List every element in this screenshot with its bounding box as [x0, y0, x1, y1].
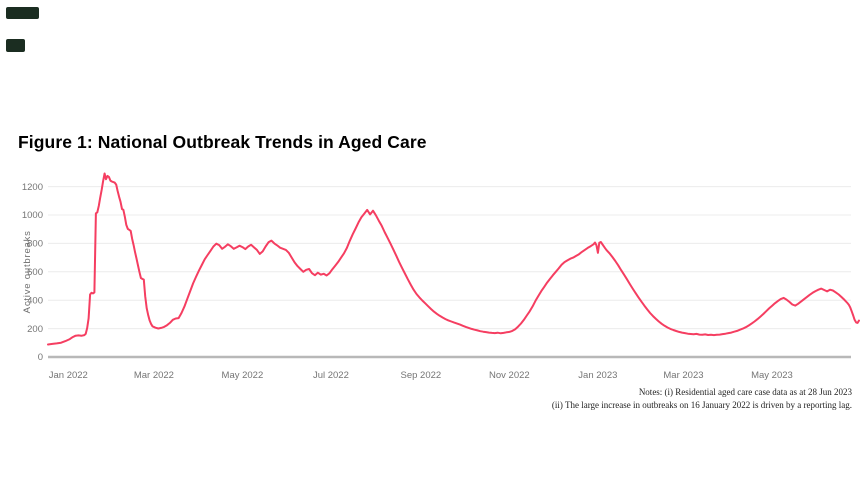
- y-axis-tick-labels: 0 200 400 600 800 1000 1200: [22, 182, 43, 363]
- svg-text:Jan 2023: Jan 2023: [578, 370, 617, 381]
- svg-text:May 2022: May 2022: [222, 370, 264, 381]
- figure-title: Figure 1: National Outbreak Trends in Ag…: [18, 132, 427, 152]
- svg-text:200: 200: [27, 324, 43, 335]
- svg-text:400: 400: [27, 295, 43, 306]
- note-line-1: Notes: (i) Residential aged care case da…: [638, 387, 852, 397]
- svg-text:Nov 2022: Nov 2022: [489, 370, 530, 381]
- note-line-2: (ii) The large increase in outbreaks on …: [551, 399, 852, 410]
- svg-text:600: 600: [27, 267, 43, 278]
- svg-text:Jan 2022: Jan 2022: [49, 370, 88, 381]
- svg-text:Mar 2022: Mar 2022: [134, 370, 174, 381]
- y-axis-title: Active outbreaks: [22, 230, 33, 313]
- figure-notes: Notes: (i) Residential aged care case da…: [292, 386, 852, 411]
- svg-text:Sep 2022: Sep 2022: [401, 370, 442, 381]
- svg-text:800: 800: [27, 239, 43, 250]
- svg-text:1200: 1200: [22, 182, 43, 193]
- svg-text:Mar 2023: Mar 2023: [663, 370, 703, 381]
- gridlines: [48, 186, 851, 330]
- corner-artifact-mark-2: [6, 39, 25, 52]
- active-outbreaks-series-line: [47, 172, 860, 346]
- corner-artifact-mark-1: [6, 7, 39, 19]
- svg-text:0: 0: [38, 352, 43, 363]
- svg-text:1000: 1000: [22, 210, 43, 221]
- svg-text:Jul 2022: Jul 2022: [313, 370, 349, 381]
- svg-text:May 2023: May 2023: [751, 370, 793, 381]
- x-axis-tick-labels: Jan 2022 Mar 2022 May 2022 Jul 2022 Sep 2022…: [49, 370, 793, 381]
